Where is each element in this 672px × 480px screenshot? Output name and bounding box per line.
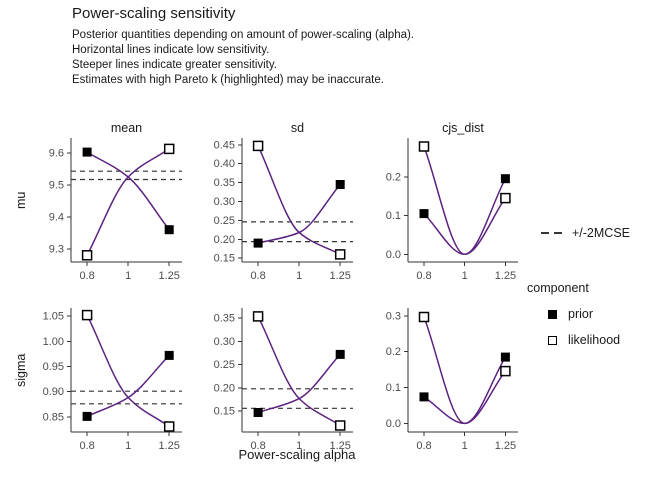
subtitle-line-4: Estimates with high Pareto k (highlighte…	[72, 74, 384, 86]
svg-text:0.0: 0.0	[386, 418, 401, 430]
svg-text:0.8: 0.8	[250, 440, 265, 452]
svg-text:0.25: 0.25	[214, 359, 235, 371]
svg-text:1.25: 1.25	[495, 440, 516, 452]
svg-text:0.25: 0.25	[214, 215, 235, 227]
svg-text:9.4: 9.4	[49, 211, 64, 223]
open-square-icon	[548, 335, 557, 345]
svg-text:1.05: 1.05	[43, 311, 64, 323]
svg-text:0.95: 0.95	[43, 361, 64, 373]
svg-text:0.2: 0.2	[386, 171, 401, 183]
svg-text:0.40: 0.40	[214, 158, 235, 170]
legend-item-prior: prior	[548, 307, 593, 321]
svg-text:0.8: 0.8	[79, 440, 94, 452]
svg-text:0.20: 0.20	[214, 382, 235, 394]
svg-text:0.0: 0.0	[386, 249, 401, 261]
legend-item-mcse: +/-2MCSE	[541, 226, 630, 240]
facet-col-title-sd: sd	[290, 121, 305, 135]
svg-text:0.45: 0.45	[214, 139, 235, 151]
svg-text:9.6: 9.6	[49, 148, 64, 160]
svg-text:0.3: 0.3	[386, 310, 401, 322]
dashed-line-swatch	[541, 232, 564, 234]
svg-text:0.30: 0.30	[214, 196, 235, 208]
svg-text:1: 1	[125, 270, 131, 282]
plot-title: Power-scaling sensitivity	[72, 5, 236, 22]
legend-likelihood-label: likelihood	[568, 333, 621, 347]
svg-text:0.85: 0.85	[43, 411, 64, 423]
svg-text:0.35: 0.35	[214, 313, 235, 325]
svg-text:1.00: 1.00	[43, 336, 64, 348]
svg-text:0.8: 0.8	[250, 270, 265, 282]
svg-text:0.8: 0.8	[79, 270, 94, 282]
legend-item-likelihood: likelihood	[548, 333, 620, 347]
facet-col-title-cjs-dist: cjs_dist	[442, 121, 484, 135]
svg-text:0.35: 0.35	[214, 177, 235, 189]
svg-text:1: 1	[296, 270, 302, 282]
svg-text:1: 1	[296, 440, 302, 452]
filled-square-icon	[548, 309, 557, 319]
subtitle-line-3: Steeper lines indicate greater sensitivi…	[72, 59, 277, 71]
svg-text:1.25: 1.25	[158, 440, 179, 452]
svg-text:0.20: 0.20	[214, 234, 235, 246]
svg-text:1.25: 1.25	[495, 270, 516, 282]
svg-text:1: 1	[125, 440, 131, 452]
svg-text:0.1: 0.1	[386, 210, 401, 222]
svg-text:9.5: 9.5	[49, 180, 64, 192]
svg-text:1: 1	[462, 270, 468, 282]
svg-text:0.90: 0.90	[43, 386, 64, 398]
svg-text:0.8: 0.8	[416, 440, 431, 452]
svg-text:1.25: 1.25	[329, 440, 350, 452]
svg-text:1.25: 1.25	[329, 270, 350, 282]
svg-text:0.15: 0.15	[214, 253, 235, 265]
plot-subtitle: Posterior quantities depending on amount…	[72, 28, 414, 88]
legend-component-title: component	[527, 281, 589, 295]
x-axis-title: Power-scaling alpha	[238, 447, 356, 462]
svg-text:0.30: 0.30	[214, 336, 235, 348]
svg-text:0.2: 0.2	[386, 346, 401, 358]
legend-mcse-label: +/-2MCSE	[572, 226, 631, 240]
subtitle-line-2: Horizontal lines indicate low sensitivit…	[72, 44, 270, 56]
facet-col-title-mean: mean	[110, 121, 143, 135]
svg-text:0.1: 0.1	[386, 382, 401, 394]
svg-text:9.3: 9.3	[49, 243, 64, 255]
legend-prior-label: prior	[568, 307, 594, 321]
subtitle-line-1: Posterior quantities depending on amount…	[72, 29, 415, 41]
svg-text:1: 1	[462, 440, 468, 452]
svg-text:1.25: 1.25	[158, 270, 179, 282]
svg-text:0.15: 0.15	[214, 406, 235, 418]
svg-text:0.8: 0.8	[416, 270, 431, 282]
